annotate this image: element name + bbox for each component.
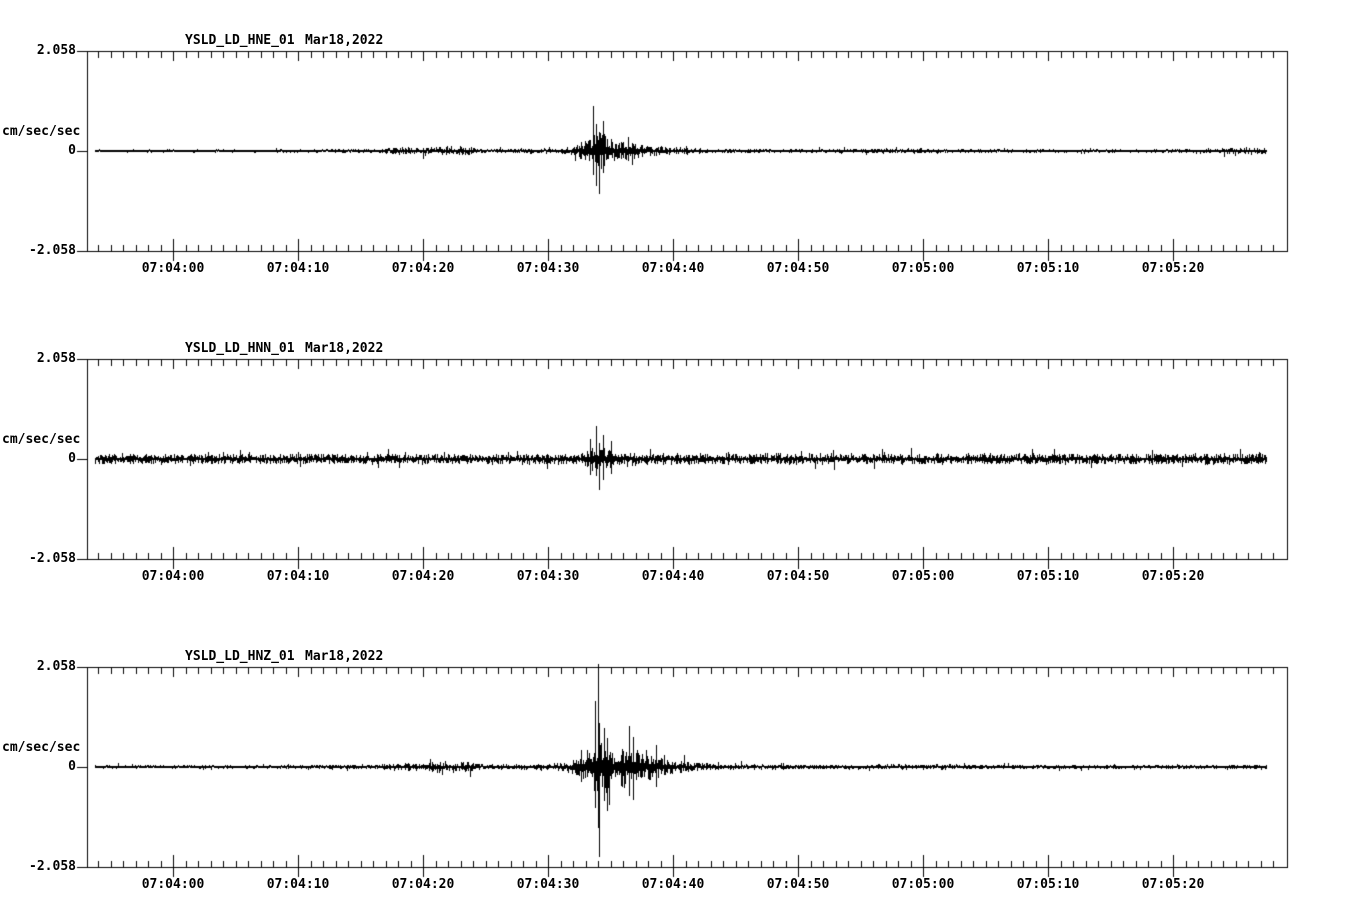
y-axis-unit-label: cm/sec/sec xyxy=(2,432,81,447)
x-tick-label: 07:05:00 xyxy=(891,877,955,892)
x-tick-label: 07:05:20 xyxy=(1141,877,1205,892)
plot-title-date: Mar18,2022 xyxy=(305,341,384,356)
x-tick-label: 07:04:10 xyxy=(266,569,330,584)
x-tick-label: 07:05:10 xyxy=(1016,569,1080,584)
y-axis-zero-label: 0 xyxy=(68,759,76,774)
seismogram-plot-hnn: YSLD_LD_HNN_01 Mar18,2022 2.058 cm/sec/s… xyxy=(0,308,1358,616)
x-tick-label: 07:04:50 xyxy=(766,569,830,584)
x-tick-label: 07:05:20 xyxy=(1141,569,1205,584)
x-tick-label: 07:04:40 xyxy=(641,569,705,584)
x-tick-label: 07:04:20 xyxy=(391,877,455,892)
x-tick-label: 07:04:50 xyxy=(766,261,830,276)
x-tick-label: 07:05:10 xyxy=(1016,877,1080,892)
plot-title-station: YSLD_LD_HNE_01 xyxy=(185,33,295,48)
x-tick-label: 07:05:10 xyxy=(1016,261,1080,276)
x-tick-label: 07:04:00 xyxy=(141,569,205,584)
plot-title-date: Mar18,2022 xyxy=(305,649,384,664)
x-tick-label: 07:04:00 xyxy=(141,877,205,892)
y-axis-unit-label: cm/sec/sec xyxy=(2,124,81,139)
x-tick-label: 07:04:40 xyxy=(641,877,705,892)
seismogram-plot-hne: YSLD_LD_HNE_01 Mar18,2022 2.058 cm/sec/s… xyxy=(0,0,1358,308)
x-tick-label: 07:04:10 xyxy=(266,261,330,276)
x-tick-label: 07:04:30 xyxy=(516,261,580,276)
y-axis-min-label: -2.058 xyxy=(29,243,76,258)
plot-title-station: YSLD_LD_HNN_01 xyxy=(185,341,295,356)
x-tick-label: 07:04:40 xyxy=(641,261,705,276)
waveform-canvas-hnz xyxy=(0,616,1358,924)
x-tick-label: 07:05:20 xyxy=(1141,261,1205,276)
y-axis-unit-label: cm/sec/sec xyxy=(2,740,81,755)
y-axis-min-label: -2.058 xyxy=(29,859,76,874)
plot-title-date: Mar18,2022 xyxy=(305,33,384,48)
y-axis-min-label: -2.058 xyxy=(29,551,76,566)
y-axis-max-label: 2.058 xyxy=(36,351,76,366)
y-axis-zero-label: 0 xyxy=(68,451,76,466)
x-tick-label: 07:04:20 xyxy=(391,569,455,584)
x-tick-label: 07:04:20 xyxy=(391,261,455,276)
x-tick-label: 07:05:00 xyxy=(891,569,955,584)
x-tick-label: 07:04:30 xyxy=(516,569,580,584)
plot-title-station: YSLD_LD_HNZ_01 xyxy=(185,649,295,664)
waveform-canvas-hne xyxy=(0,0,1358,308)
waveform-canvas-hnn xyxy=(0,308,1358,616)
x-tick-label: 07:04:50 xyxy=(766,877,830,892)
y-axis-max-label: 2.058 xyxy=(36,659,76,674)
seismogram-plot-hnz: YSLD_LD_HNZ_01 Mar18,2022 2.058 cm/sec/s… xyxy=(0,616,1358,924)
x-tick-label: 07:04:30 xyxy=(516,877,580,892)
x-tick-label: 07:05:00 xyxy=(891,261,955,276)
x-tick-label: 07:04:00 xyxy=(141,261,205,276)
x-tick-label: 07:04:10 xyxy=(266,877,330,892)
y-axis-max-label: 2.058 xyxy=(36,43,76,58)
y-axis-zero-label: 0 xyxy=(68,143,76,158)
